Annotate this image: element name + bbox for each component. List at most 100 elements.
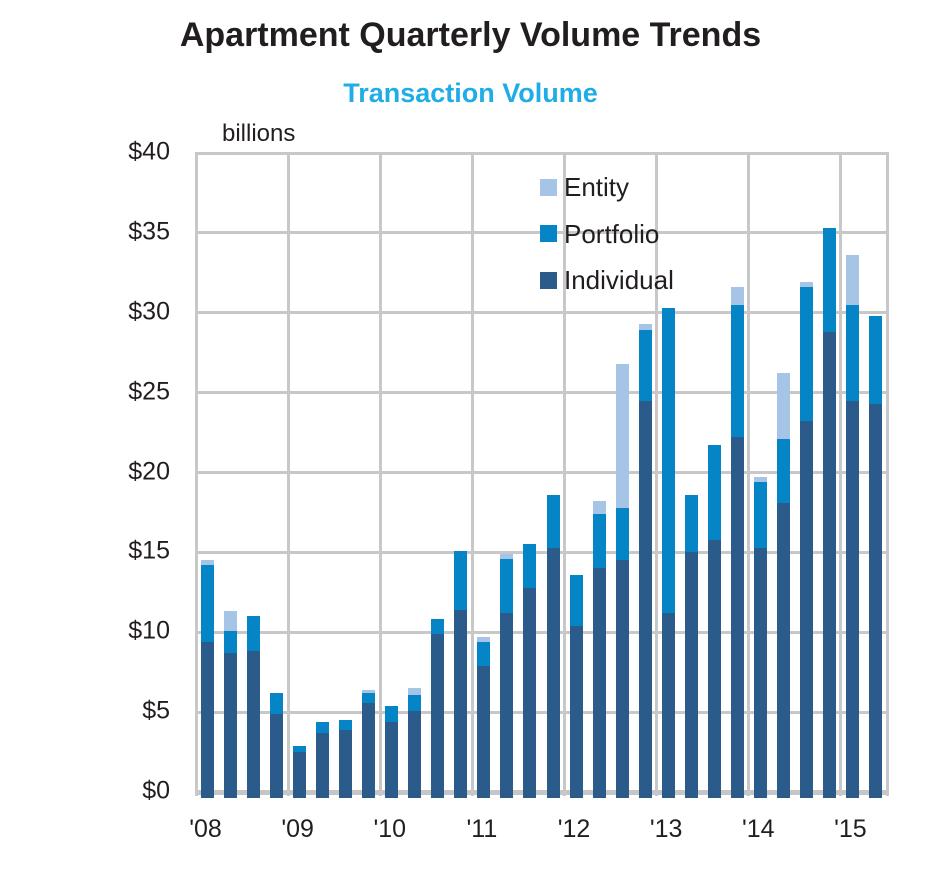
legend-item-entity: Entity	[540, 172, 629, 202]
bar-segment-portfolio	[385, 705, 399, 722]
x-tick-label-14: '14	[742, 815, 775, 843]
bar-segment-entity	[638, 323, 652, 331]
bar-segment-portfolio	[362, 692, 376, 703]
bar-segment-individual	[316, 732, 330, 798]
legend-swatch-entity	[540, 178, 557, 196]
bar-segment-individual	[776, 502, 790, 798]
bar-15q1	[845, 255, 859, 798]
bar-10q4	[454, 550, 468, 798]
x-tick-label-15: '15	[834, 815, 867, 843]
bar-segment-entity	[799, 282, 813, 288]
y-tick-label-20: $20	[128, 456, 170, 485]
bar-segment-portfolio	[799, 287, 813, 422]
legend-swatch-individual	[540, 271, 557, 289]
bar-segment-entity	[592, 501, 606, 515]
y-tick-label-5: $5	[142, 696, 170, 725]
bar-12q1	[569, 574, 583, 798]
bar-segment-portfolio	[592, 514, 606, 569]
bar-segment-individual	[868, 403, 882, 798]
chart-subtitle: Transaction Volume	[343, 78, 598, 108]
bar-segment-individual	[845, 400, 859, 798]
bar-segment-portfolio	[454, 550, 468, 610]
bar-segment-entity	[615, 363, 629, 508]
bar-segment-portfolio	[270, 692, 284, 714]
legend-label-portfolio: Portfolio	[564, 218, 660, 249]
y-tick-label-10: $10	[128, 616, 170, 645]
gridline-vertical-6	[747, 151, 751, 796]
bar-segment-individual	[799, 421, 813, 798]
gridline-horizontal-20	[194, 471, 889, 474]
bar-09q4	[362, 689, 376, 798]
gridline-vertical-8	[885, 151, 889, 796]
bar-13q3	[707, 445, 721, 798]
bar-segment-portfolio	[707, 445, 721, 540]
bar-10q3	[431, 619, 445, 798]
bar-segment-individual	[822, 331, 836, 798]
bar-segment-portfolio	[316, 721, 330, 733]
y-tick-label-15: $15	[128, 536, 170, 565]
bar-segment-individual	[753, 547, 767, 798]
gridline-vertical-7	[839, 151, 843, 796]
bar-segment-entity	[408, 688, 422, 695]
bar-segment-portfolio	[224, 630, 238, 653]
bar-11q3	[523, 544, 537, 798]
gridline-vertical-4	[563, 151, 567, 796]
bar-14q1	[753, 477, 767, 798]
legend-item-individual: Individual	[540, 265, 674, 295]
bar-segment-entity	[730, 287, 744, 305]
bar-08q2	[224, 611, 238, 798]
bar-08q1	[201, 560, 215, 798]
gridline-vertical-5	[655, 151, 659, 796]
legend-label-entity: Entity	[564, 172, 630, 202]
bar-segment-individual	[546, 547, 560, 798]
gridline-horizontal-10	[194, 630, 889, 634]
bar-segment-portfolio	[684, 494, 698, 553]
bar-segment-individual	[270, 713, 284, 798]
bar-14q4	[822, 228, 836, 798]
legend-swatch-portfolio	[540, 225, 557, 242]
bar-segment-portfolio	[753, 482, 767, 548]
x-axis-baseline	[194, 790, 889, 795]
bar-segment-individual	[247, 651, 261, 798]
bar-14q3	[799, 282, 813, 798]
bar-12q3	[615, 363, 629, 798]
gridline-vertical-1	[286, 151, 290, 796]
gridline-horizontal-5	[194, 710, 889, 714]
bar-11q4	[546, 494, 560, 798]
bar-segment-individual	[408, 710, 422, 798]
bar-15q2	[868, 315, 882, 798]
bar-segment-portfolio	[730, 304, 744, 438]
gridline-vertical-2	[378, 151, 382, 796]
bar-segment-entity	[201, 560, 215, 566]
bar-segment-individual	[454, 609, 468, 798]
bar-segment-portfolio	[546, 494, 560, 548]
x-tick-label-10: '10	[373, 815, 407, 843]
gridline-horizontal-30	[194, 311, 889, 315]
bar-segment-individual	[500, 613, 514, 798]
y-tick-label-40: $40	[128, 137, 170, 166]
bar-segment-individual	[477, 665, 491, 798]
gridline-horizontal-15	[194, 550, 889, 554]
bar-09q1	[293, 745, 307, 798]
bar-segment-portfolio	[339, 720, 353, 730]
bar-segment-individual	[684, 552, 698, 798]
bar-13q2	[684, 494, 698, 798]
bar-segment-portfolio	[638, 330, 652, 401]
bar-segment-individual	[362, 702, 376, 798]
bar-08q3	[247, 616, 261, 798]
bar-10q1	[385, 705, 399, 798]
bar-11q2	[500, 553, 514, 798]
x-tick-label-08: '08	[189, 815, 222, 843]
bar-segment-portfolio	[845, 304, 859, 401]
bar-segment-portfolio	[615, 507, 629, 561]
gridline-vertical-3	[470, 151, 474, 796]
bar-segment-entity	[224, 611, 238, 631]
bar-segment-individual	[615, 560, 629, 798]
chart-title: Apartment Quarterly Volume Trends	[179, 16, 762, 54]
gridline-horizontal-40	[194, 151, 889, 155]
bar-segment-individual	[730, 437, 744, 798]
bar-segment-entity	[845, 255, 859, 305]
bar-segment-portfolio	[776, 438, 790, 503]
x-tick-label-13: '13	[649, 815, 683, 843]
